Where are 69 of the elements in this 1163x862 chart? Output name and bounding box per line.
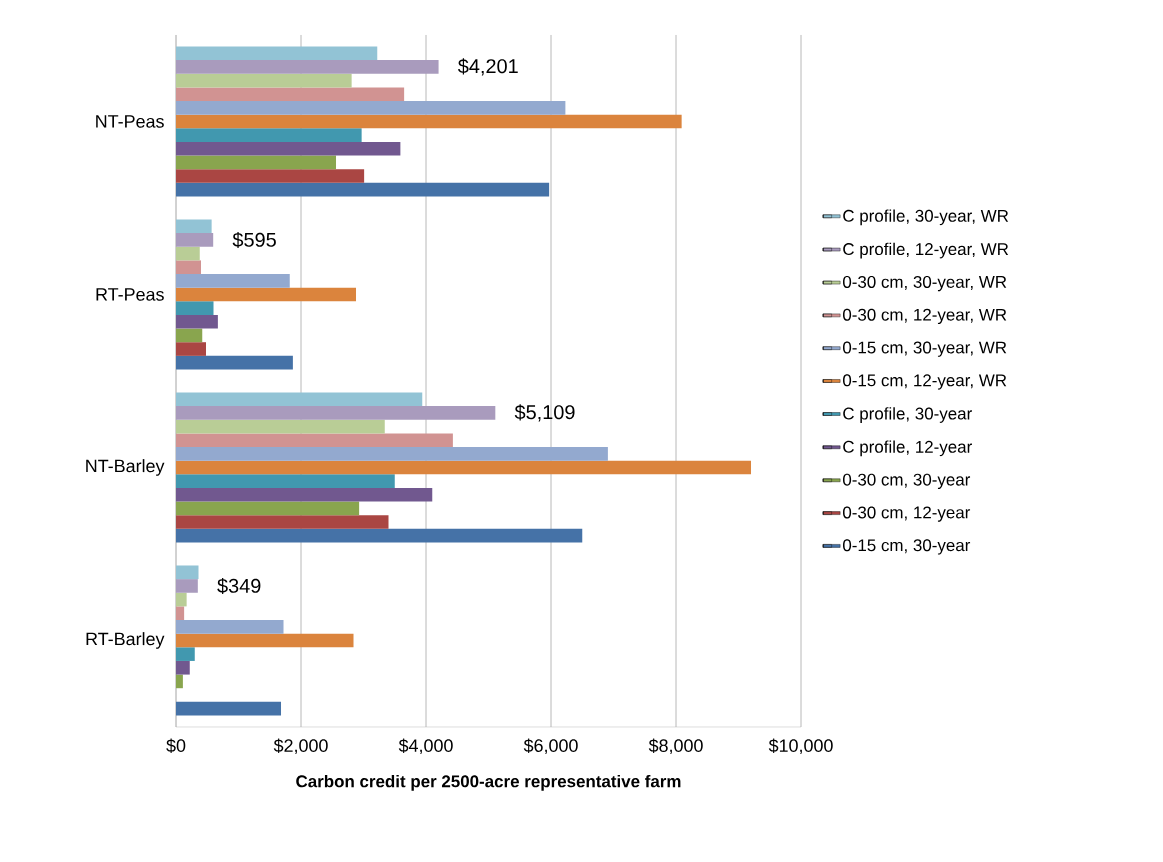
- legend-label: C profile, 12-year, WR: [843, 242, 1009, 259]
- data-label: $595: [232, 231, 276, 248]
- data-label: $349: [217, 577, 261, 594]
- bar: [176, 447, 608, 461]
- bar: [176, 633, 354, 648]
- bar: [176, 87, 405, 102]
- legend-label: 0-30 cm, 30-year: [843, 473, 971, 489]
- bar: [176, 219, 212, 234]
- bar: [176, 528, 583, 543]
- x-tick-label: $0: [166, 738, 186, 754]
- bar: [176, 274, 290, 288]
- legend-label: C profile, 30-year, WR: [843, 209, 1009, 226]
- data-label: $4,201: [457, 58, 518, 76]
- bar: [176, 701, 282, 716]
- bar: [176, 233, 214, 247]
- bar: [176, 606, 185, 621]
- legend-label: 0-30 cm, 30-year, WR: [843, 275, 1007, 292]
- legend-label: 0-30 cm, 12-year, WR: [843, 308, 1007, 325]
- x-tick-label: $10,000: [768, 738, 833, 755]
- bar: [176, 501, 360, 516]
- x-tick-label: $2,000: [273, 738, 328, 755]
- bar: [176, 328, 203, 343]
- legend-label: C profile, 12-year: [843, 440, 972, 457]
- bar: [176, 392, 423, 407]
- legend-label: 0-30 cm, 12-year: [843, 506, 971, 522]
- x-tick-label: $6,000: [523, 738, 578, 755]
- legend-label: 0-15 cm, 30-year: [843, 539, 971, 555]
- bar: [176, 406, 496, 420]
- x-tick-label: $4,000: [398, 738, 453, 755]
- bar: [176, 114, 682, 129]
- bar: [176, 592, 187, 607]
- bar: [176, 46, 378, 61]
- x-axis-title: Carbon credit per 2500-acre representative farm: [296, 774, 681, 791]
- bar: [176, 128, 362, 142]
- bar: [176, 515, 389, 529]
- bar: [176, 155, 337, 170]
- bar: [176, 141, 401, 156]
- bar: [176, 287, 357, 302]
- bar: [176, 620, 284, 634]
- bar: [176, 674, 183, 689]
- data-label: $5,109: [514, 404, 575, 422]
- y-tick-label: RT-Barley: [86, 632, 165, 649]
- bar: [176, 660, 190, 675]
- bar: [176, 60, 439, 74]
- bar: [176, 460, 752, 475]
- bar: [176, 260, 202, 275]
- bar: [176, 487, 433, 502]
- bar: [176, 565, 199, 580]
- bar: [176, 73, 352, 88]
- bar: [176, 246, 200, 261]
- bar: [176, 182, 550, 197]
- legend-label: 0-15 cm, 12-year, WR: [843, 374, 1007, 390]
- bar: [176, 101, 566, 115]
- legend-label: C profile, 30-year: [843, 407, 972, 423]
- bar: [176, 314, 218, 329]
- bar: [176, 433, 453, 448]
- legend-label: 0-15 cm, 30-year, WR: [843, 341, 1007, 357]
- bar: [176, 169, 365, 183]
- bar: [176, 474, 395, 488]
- bar: [176, 301, 214, 315]
- bar: [176, 355, 293, 370]
- bar: [176, 342, 207, 356]
- y-tick-label: RT-Peas: [96, 288, 164, 301]
- x-tick-label: $8,000: [648, 738, 703, 755]
- y-tick-label: NT-Barley: [86, 459, 165, 476]
- bar: [176, 579, 198, 593]
- bar: [176, 647, 195, 661]
- bar: [176, 419, 385, 434]
- y-tick-label: NT-Peas: [96, 115, 164, 128]
